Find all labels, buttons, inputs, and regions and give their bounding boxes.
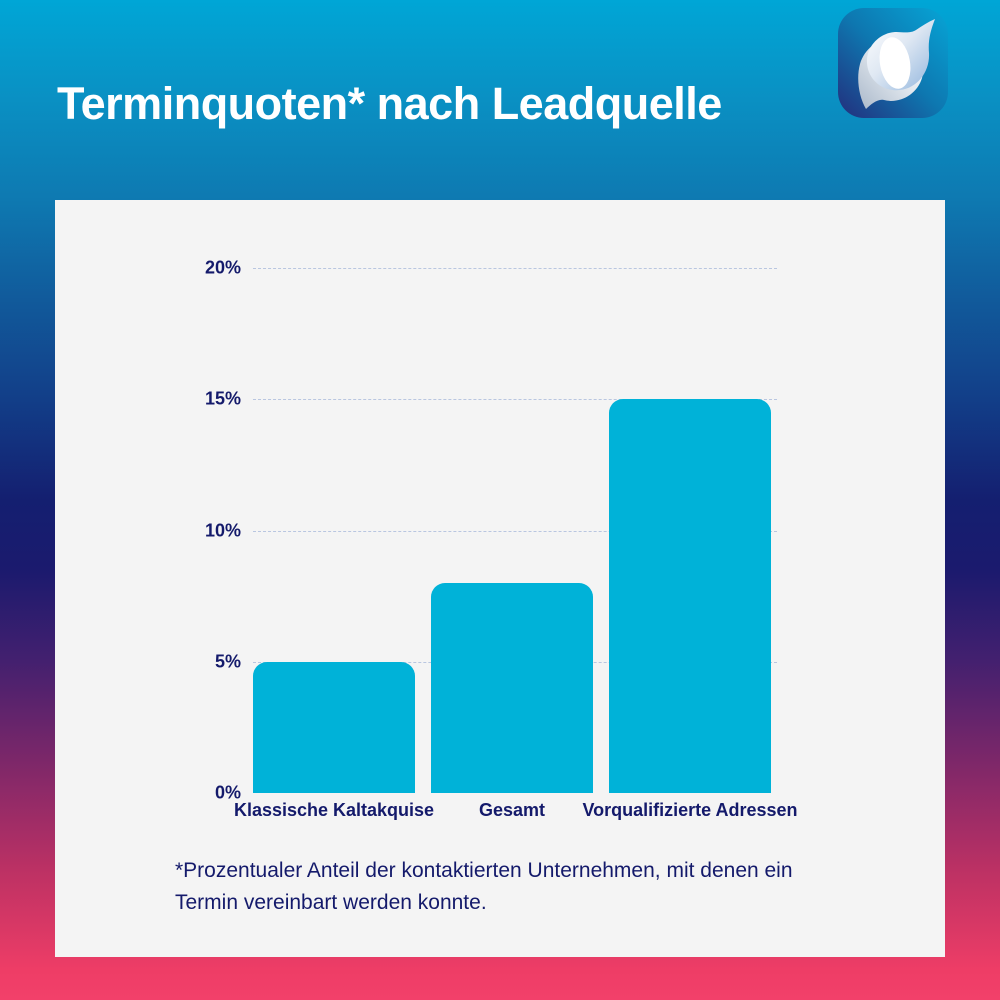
- y-axis-tick-label: 0%: [214, 782, 241, 803]
- y-axis-tick-label: 5%: [214, 651, 241, 672]
- bar-vorqualifizierte-adressen: [609, 399, 771, 793]
- gridline-10%: [253, 530, 777, 532]
- x-axis-category-label: Gesamt: [478, 800, 546, 820]
- gridline-15%: [253, 399, 777, 401]
- bar-chart: 0% 5% 10% 15% 20% Klassische Kaltakquise Gesam…: [55, 200, 945, 860]
- brand-logo: [838, 8, 948, 118]
- x-axis-category-label: Vorqualifizierte Adressen: [582, 800, 798, 820]
- bar-klassische-kaltakquise: [253, 662, 415, 793]
- plot-area: 0% 5% 10% 15% 20% Klassische Kaltakquise Gesam…: [205, 258, 798, 821]
- y-axis-tick-label: 10%: [204, 520, 241, 540]
- x-axis-category-label: Klassische Kaltakquise: [233, 800, 435, 820]
- chart-card: 0% 5% 10% 15% 20% Klassische Kaltakquise Gesam…: [55, 200, 945, 957]
- gridline-20%: [253, 268, 777, 269]
- pd-speech-bubbles-logo-icon: [838, 8, 948, 118]
- y-axis-tick-label: 15%: [204, 388, 241, 409]
- y-axis-tick-label: 20%: [204, 257, 241, 278]
- page-title: Terminquoten* nach Leadquelle: [57, 78, 722, 129]
- chart-footnote: *Prozentualer Anteil der kontaktierten U…: [175, 859, 793, 914]
- bar-gesamt: [431, 583, 593, 793]
